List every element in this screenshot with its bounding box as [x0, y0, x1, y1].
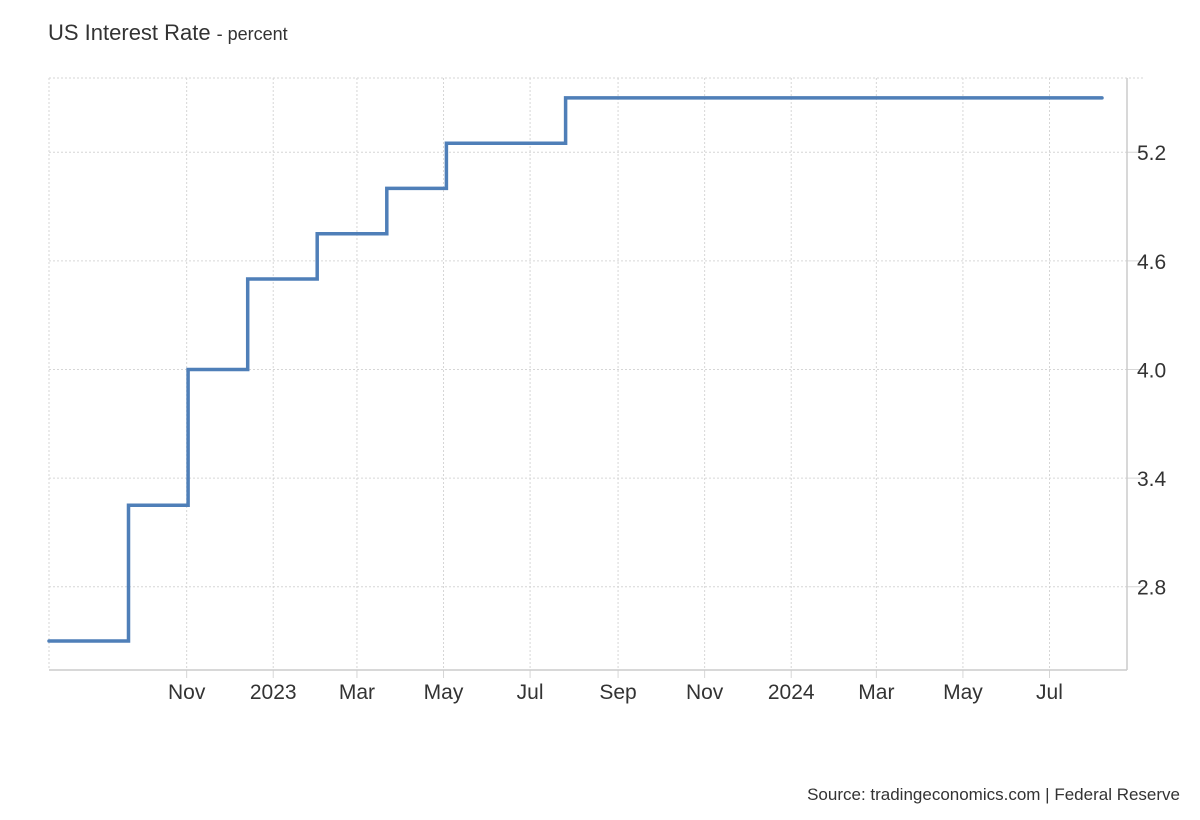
- x-tick-label: May: [424, 681, 464, 704]
- y-tick-label: 2.8: [1137, 577, 1166, 600]
- y-tick-label: 4.0: [1137, 359, 1166, 382]
- series-line: [47, 96, 1104, 643]
- y-tick-label: 4.6: [1137, 251, 1166, 274]
- x-tick-label: Mar: [858, 681, 894, 704]
- series-layer: [47, 96, 1104, 643]
- source-note: Source: tradingeconomics.com | Federal R…: [807, 785, 1180, 804]
- x-axis-labels: Nov 2023 Mar May Jul Sep Nov 2024 Mar May Jul: [168, 681, 1063, 704]
- x-tick-label: 2024: [768, 681, 815, 704]
- x-tick-label: May: [943, 681, 983, 704]
- y-tick-label: 3.4: [1137, 468, 1167, 491]
- chart-title-block: US Interest Rate - percent: [48, 20, 288, 46]
- axes: [49, 78, 1128, 671]
- x-tick-label: Jul: [1036, 681, 1063, 704]
- grid-lines: [48, 77, 1145, 678]
- chart-subtitle: - percent: [216, 24, 288, 44]
- y-axis-labels: 2.8 3.4 4.0 4.6 5.2: [1137, 142, 1167, 599]
- x-tick-label: Nov: [168, 681, 206, 704]
- y-tick-label: 5.2: [1137, 142, 1166, 165]
- x-tick-label: Mar: [339, 681, 375, 704]
- x-tick-label: Jul: [517, 681, 544, 704]
- chart-title: US Interest Rate: [48, 20, 211, 45]
- x-tick-label: Sep: [599, 681, 636, 704]
- x-tick-label: Nov: [686, 681, 724, 704]
- x-tick-label: 2023: [250, 681, 297, 704]
